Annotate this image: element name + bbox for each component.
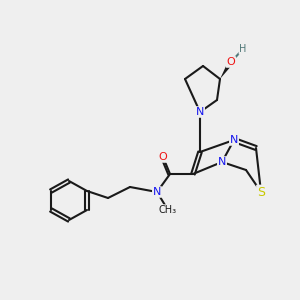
Text: O: O — [226, 57, 236, 67]
Text: N: N — [218, 157, 226, 167]
Text: N: N — [153, 187, 161, 197]
Polygon shape — [220, 61, 233, 79]
Text: CH₃: CH₃ — [159, 205, 177, 215]
Text: N: N — [230, 135, 238, 145]
Text: S: S — [257, 185, 265, 199]
Text: H: H — [239, 44, 247, 54]
Text: O: O — [159, 152, 167, 162]
Text: N: N — [196, 107, 204, 117]
